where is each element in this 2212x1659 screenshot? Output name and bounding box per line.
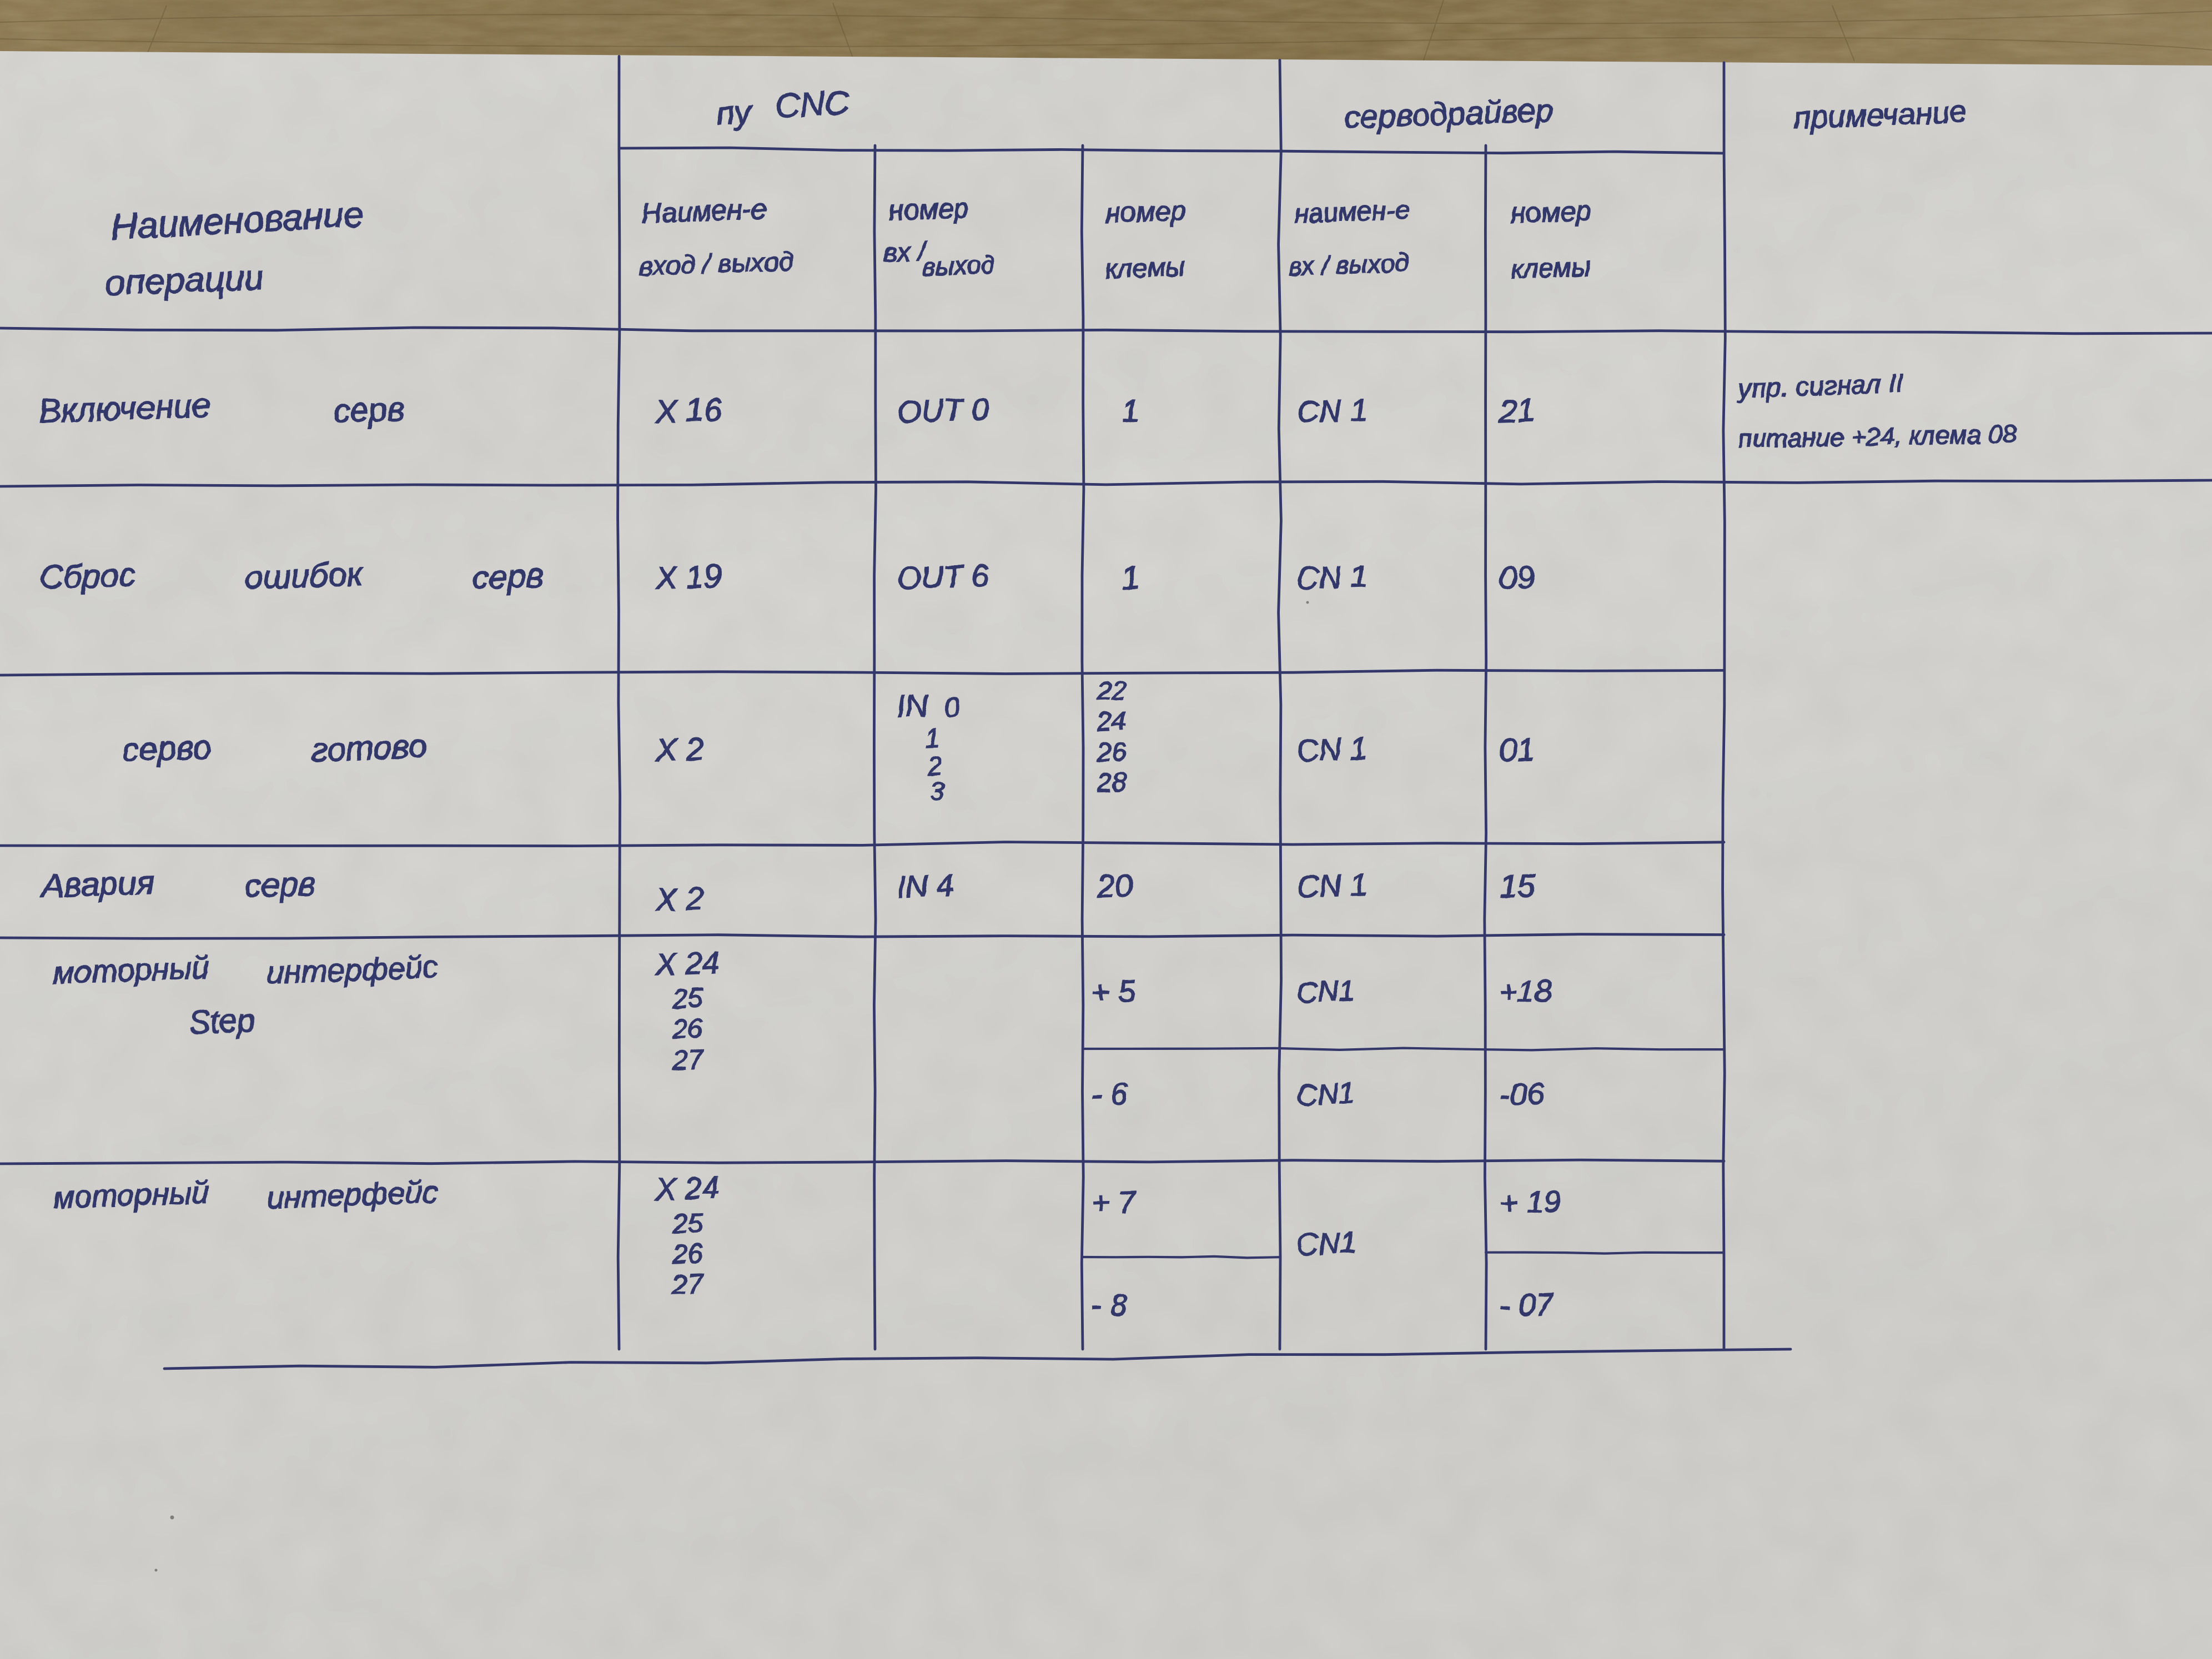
svg-text:X 16: X 16 bbox=[653, 391, 722, 429]
svg-text:пу: пу bbox=[714, 92, 754, 132]
svg-text:- 6: - 6 bbox=[1090, 1075, 1128, 1112]
svg-text:+18: +18 bbox=[1498, 972, 1552, 1009]
svg-text:28: 28 bbox=[1095, 767, 1127, 797]
svg-text:IN: IN bbox=[896, 687, 928, 723]
svg-text:OUT 6: OUT 6 bbox=[896, 557, 989, 595]
svg-text:номер: номер bbox=[887, 192, 969, 225]
svg-text:Step: Step bbox=[188, 1002, 255, 1040]
svg-text:Наимен-е: Наимен-е bbox=[640, 193, 767, 228]
svg-text:CN1: CN1 bbox=[1295, 1225, 1356, 1261]
svg-text:26: 26 bbox=[670, 1012, 703, 1044]
svg-text:09: 09 bbox=[1498, 559, 1535, 596]
svg-text:CN 1: CN 1 bbox=[1295, 866, 1368, 903]
svg-text:CN 1: CN 1 bbox=[1295, 391, 1368, 429]
svg-text:15: 15 bbox=[1498, 867, 1535, 904]
svg-text:серв: серв bbox=[471, 556, 543, 596]
svg-text:01: 01 bbox=[1498, 731, 1535, 768]
svg-text:26: 26 bbox=[1095, 736, 1127, 767]
svg-text:Включение: Включение bbox=[38, 386, 210, 429]
svg-text:упр. сигнал II: упр. сигнал II bbox=[1736, 368, 1903, 403]
svg-text:X 2: X 2 bbox=[653, 880, 703, 918]
svg-text:ошибок: ошибок bbox=[243, 555, 364, 596]
svg-text:серво: серво bbox=[121, 727, 211, 768]
svg-text:20: 20 bbox=[1095, 867, 1133, 904]
svg-text:- 8: - 8 bbox=[1090, 1286, 1128, 1323]
svg-text:CN 1: CN 1 bbox=[1295, 558, 1368, 595]
svg-text:моторный: моторный bbox=[52, 949, 209, 989]
svg-text:Авария: Авария bbox=[39, 863, 154, 904]
svg-text:номер: номер bbox=[1509, 194, 1591, 228]
svg-text:3: 3 bbox=[929, 776, 945, 805]
svg-text:+ 5: + 5 bbox=[1090, 972, 1135, 1009]
svg-text:CN1: CN1 bbox=[1295, 1077, 1355, 1112]
svg-text:операции: операции bbox=[104, 257, 264, 302]
svg-text:выход: выход bbox=[921, 249, 995, 280]
svg-text:25: 25 bbox=[670, 982, 703, 1014]
svg-text:питание +24, клема 08: питание +24, клема 08 bbox=[1737, 419, 2016, 453]
svg-text:серводрайвер: серводрайвер bbox=[1343, 92, 1553, 135]
svg-text:- 07: - 07 bbox=[1498, 1286, 1554, 1323]
svg-text:интерфейс: интерфейс bbox=[265, 1173, 438, 1214]
svg-text:номер: номер bbox=[1104, 194, 1185, 228]
svg-text:26: 26 bbox=[670, 1237, 703, 1269]
svg-text:+ 7: + 7 bbox=[1090, 1183, 1136, 1220]
svg-text:Сброс: Сброс bbox=[38, 555, 135, 596]
svg-text:CN1: CN1 bbox=[1295, 974, 1355, 1009]
svg-text:интерфейс: интерфейс bbox=[265, 948, 438, 989]
svg-text:OUT 0: OUT 0 bbox=[896, 390, 988, 429]
svg-text:1: 1 bbox=[924, 723, 939, 752]
svg-text:-06: -06 bbox=[1498, 1075, 1545, 1112]
svg-text:25: 25 bbox=[670, 1206, 703, 1239]
svg-text:клемы: клемы bbox=[1104, 252, 1185, 284]
svg-text:готово: готово bbox=[310, 727, 427, 768]
svg-text:наимен-е: наимен-е bbox=[1293, 195, 1410, 228]
svg-text:IN 4: IN 4 bbox=[896, 866, 954, 903]
svg-text:27: 27 bbox=[670, 1268, 704, 1300]
svg-text:X 24: X 24 bbox=[653, 944, 719, 981]
svg-text:клемы: клемы bbox=[1510, 252, 1591, 284]
svg-text:1: 1 bbox=[1120, 392, 1140, 429]
svg-text:21: 21 bbox=[1497, 392, 1535, 429]
svg-text:CNC: CNC bbox=[773, 83, 850, 124]
svg-text:CN 1: CN 1 bbox=[1295, 730, 1368, 767]
svg-text:моторный: моторный bbox=[52, 1174, 209, 1214]
svg-text:X 2: X 2 bbox=[653, 730, 703, 768]
svg-text:X 19: X 19 bbox=[653, 557, 722, 596]
svg-text:24: 24 bbox=[1095, 706, 1127, 736]
svg-text:+ 19: + 19 bbox=[1498, 1183, 1561, 1220]
svg-text:вх / выход: вх / выход bbox=[1288, 247, 1409, 280]
svg-text:22: 22 bbox=[1095, 675, 1127, 706]
svg-text:1: 1 bbox=[1120, 559, 1140, 596]
svg-text:0: 0 bbox=[943, 691, 959, 722]
svg-text:серв: серв bbox=[332, 390, 404, 429]
svg-text:вход / выход: вход / выход bbox=[638, 246, 793, 281]
svg-text:примечание: примечание bbox=[1792, 93, 1967, 134]
svg-text:27: 27 bbox=[670, 1043, 704, 1075]
svg-text:серв: серв bbox=[243, 864, 315, 904]
svg-text:X 24: X 24 bbox=[653, 1169, 719, 1206]
